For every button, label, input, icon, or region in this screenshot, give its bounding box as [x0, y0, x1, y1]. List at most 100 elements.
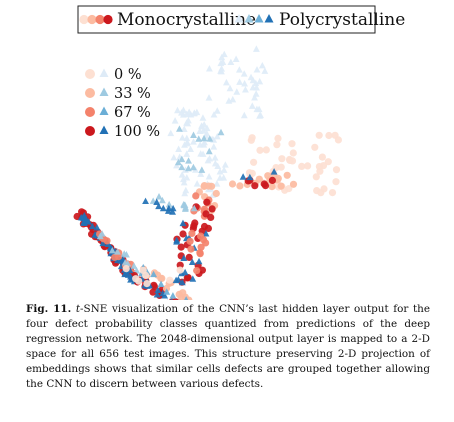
scatter-point-mono: [142, 271, 150, 279]
scatter-point-poly: [99, 239, 107, 247]
scatter-point-poly: [248, 102, 256, 109]
scatter-point-poly: [163, 288, 171, 295]
scatter-point-poly: [187, 145, 194, 152]
scatter-point-mono: [312, 173, 320, 181]
legend-mono-swatch: [103, 14, 113, 25]
scatter-point-poly: [190, 131, 197, 138]
scatter-point-poly: [169, 292, 177, 299]
scatter-point-poly: [200, 141, 208, 148]
scatter-point-poly: [205, 94, 213, 101]
scatter-point-poly: [121, 259, 129, 266]
scatter-point-poly: [183, 174, 191, 181]
scatter-point-mono: [162, 284, 171, 293]
scatter-point-poly: [236, 78, 244, 85]
material-legend: Monocrystalline Polycrystalline: [77, 5, 405, 34]
caption-line-6: between various defects.: [131, 378, 264, 390]
scatter-point-poly: [175, 145, 183, 152]
scatter-point-mono: [185, 253, 193, 261]
scatter-point-poly: [188, 258, 196, 265]
scatter-point-poly: [225, 97, 233, 104]
class-legend: 0 % 33 % 67 % 100 %: [85, 67, 160, 140]
scatter-point-poly: [77, 213, 85, 221]
scatter-point-mono: [315, 131, 323, 139]
scatter-point-poly: [252, 79, 260, 87]
scatter-point-poly: [180, 254, 188, 262]
scatter-point-poly: [180, 201, 188, 208]
scatter-point-poly: [167, 299, 168, 300]
scatter-point-poly: [182, 166, 189, 173]
scatter-point-poly: [123, 250, 130, 258]
scatter-point-mono: [122, 265, 130, 273]
scatter-point-poly: [216, 168, 224, 175]
scatter-point-mono: [311, 143, 319, 151]
scatter-point-mono: [177, 243, 185, 251]
scatter-point-poly: [183, 110, 191, 117]
legend-mono-swatch: [79, 14, 89, 25]
class-legend-triangle: [99, 125, 109, 134]
scatter-point-mono: [318, 153, 326, 161]
caption-line-4: 656 test images. This structure preservi…: [26, 348, 430, 375]
scatter-point-poly: [108, 246, 116, 254]
tsne-figure: Monocrystalline Polycrystalline 0 % 33 % 67…: [73, 5, 405, 300]
scatter-point-poly: [246, 173, 254, 181]
scatter-point-poly: [165, 200, 173, 208]
scatter-point-poly: [203, 124, 211, 132]
scatter-point-mono: [262, 146, 270, 154]
scatter-point-poly: [198, 123, 206, 130]
scatter-point-mono: [260, 180, 268, 188]
caption-line-5: that similar cells defects are grouped t…: [26, 363, 430, 390]
scatter-point-poly: [206, 135, 214, 142]
scatter-point-mono: [187, 245, 195, 253]
scatter-point-mono: [256, 146, 264, 154]
scatter-point-mono: [150, 283, 158, 291]
scatter-point-poly: [204, 156, 212, 164]
scatter-point-mono: [207, 213, 215, 221]
scatter-point-mono: [324, 158, 332, 166]
scatter-point-poly: [256, 112, 264, 119]
scatter-point-poly: [235, 66, 243, 73]
legend-poly-swatch: [254, 14, 264, 23]
scatter-point-mono: [277, 163, 285, 171]
scatter-point-poly: [189, 275, 197, 282]
scatter-point-poly: [190, 204, 198, 212]
scatter-point-poly: [205, 147, 213, 155]
scatter-point-poly: [179, 134, 186, 141]
scatter-point-poly: [205, 173, 213, 180]
scatter-point-mono: [166, 276, 174, 284]
scatter-point-mono: [179, 230, 187, 238]
scatter-point-poly: [200, 134, 208, 142]
scatter-point-poly: [241, 80, 249, 87]
scatter-point-poly: [184, 116, 192, 124]
scatter-point-mono: [78, 208, 86, 216]
scatter-point-poly: [174, 106, 181, 114]
scatter-point-poly: [213, 132, 221, 140]
scatter-point-mono: [268, 183, 276, 191]
class-legend-triangle: [99, 106, 109, 115]
scatter-point-mono: [193, 267, 201, 275]
scatter-point-poly: [150, 270, 158, 278]
scatter-point-mono: [192, 192, 200, 200]
scatter-point-mono: [288, 140, 296, 148]
scatter-point-poly: [253, 105, 261, 113]
scatter-point-mono: [203, 198, 211, 206]
scatter-point-poly: [170, 298, 172, 300]
scatter-point-poly: [182, 186, 190, 194]
scatter-point-poly: [155, 193, 163, 200]
scatter-point-poly: [174, 158, 182, 166]
scatter-point-poly: [164, 207, 172, 214]
scatter-point-poly: [176, 125, 183, 132]
scatter-point-mono: [250, 158, 258, 166]
scatter-point-mono: [247, 136, 255, 144]
scatter-point-poly: [219, 58, 227, 65]
scatter-point-mono: [132, 275, 140, 283]
scatter-point-poly: [233, 88, 241, 95]
scatter-point-mono: [208, 182, 216, 190]
scatter-point-poly: [172, 276, 180, 284]
scatter-point-poly: [270, 168, 278, 175]
scatter-point-poly: [217, 128, 225, 136]
scatter-point-poly: [213, 107, 221, 114]
scatter-point-poly: [226, 84, 234, 92]
scatter-point-poly: [210, 143, 218, 150]
scatter-point-poly: [165, 204, 173, 212]
scatter-point-poly: [221, 161, 229, 168]
